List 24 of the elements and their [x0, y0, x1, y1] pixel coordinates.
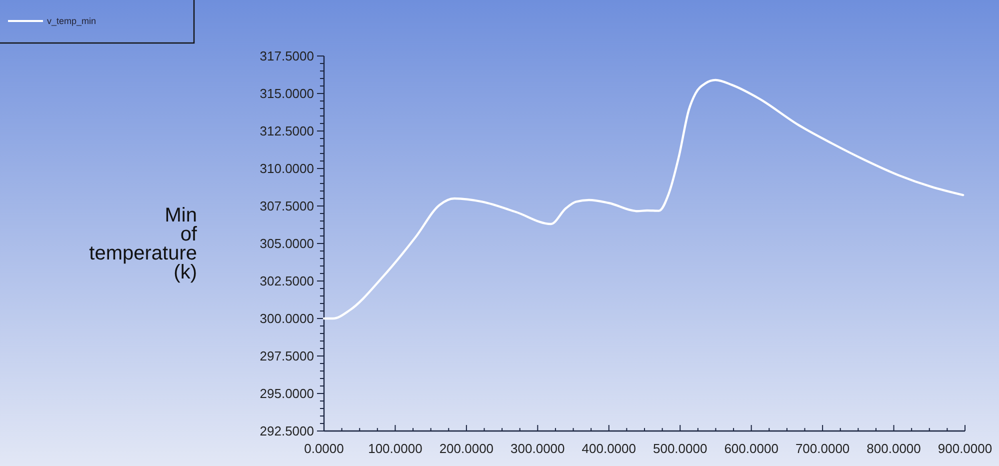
y-tick-label: 307.5000: [260, 198, 314, 214]
x-tick-label: 200.0000: [439, 441, 494, 456]
x-tick-label: 100.0000: [368, 441, 422, 456]
x-tick-label: 900.0000: [938, 441, 992, 456]
y-axis-title: Min of temperature (k): [89, 204, 198, 284]
y-tick-label: 297.5000: [260, 348, 314, 364]
x-tick-label: 300.0000: [510, 441, 565, 456]
y-tick-label: 312.5000: [260, 124, 314, 139]
x-tick-label: 400.0000: [582, 441, 636, 456]
x-tick-label: 0.0000: [304, 441, 344, 456]
y-tick-label: 300.0000: [260, 311, 314, 326]
x-tick-label: 500.0000: [652, 441, 708, 456]
x-tick-label: 800.0000: [866, 441, 921, 456]
y-tick-label: 317.5000: [260, 48, 314, 64]
x-tick-label: 600.0000: [724, 441, 778, 456]
x-tick-label: 700.0000: [795, 441, 850, 456]
y-tick-label: 292.5000: [260, 424, 314, 439]
y-tick-label: 302.5000: [260, 274, 314, 289]
line-series: [322, 78, 964, 320]
y-tick-label: 295.0000: [260, 386, 314, 402]
y-tick-label: 310.0000: [260, 161, 314, 176]
y-tick-label: 315.0000: [260, 86, 314, 102]
legend-label: v_temp_min: [47, 16, 96, 26]
y-tick-label: 305.0000: [260, 236, 314, 252]
